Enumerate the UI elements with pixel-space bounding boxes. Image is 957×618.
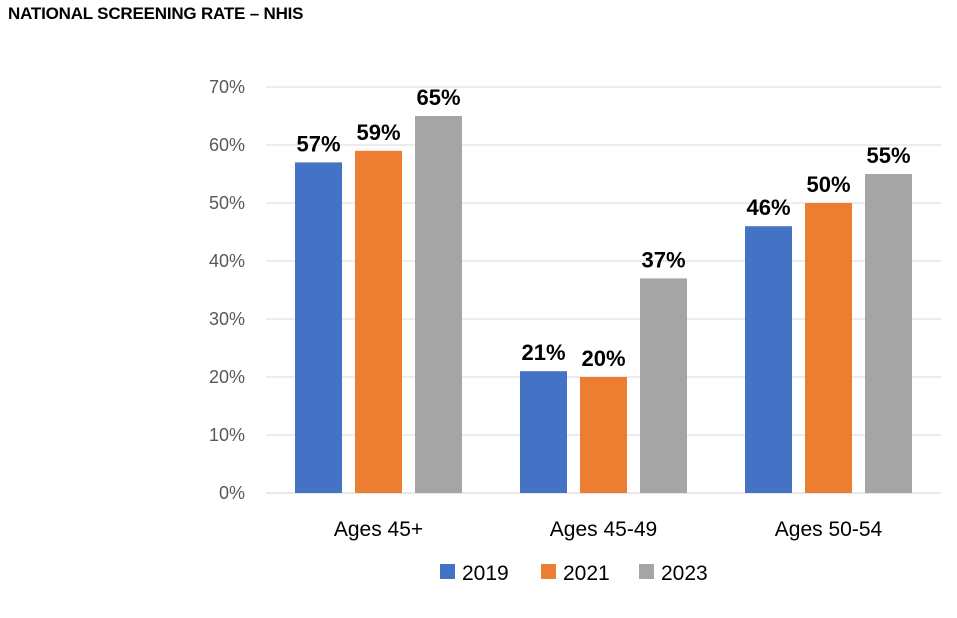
y-tick-label: 10% xyxy=(209,425,245,445)
data-label: 37% xyxy=(641,247,685,272)
legend-label: 2023 xyxy=(661,562,708,585)
bar-2019-2 xyxy=(745,226,792,493)
data-label: 55% xyxy=(866,143,910,168)
bar-2021-2 xyxy=(805,203,852,493)
bar-2023-2 xyxy=(865,174,912,493)
category-label: Ages 45-49 xyxy=(550,518,657,541)
bar-2023-0 xyxy=(415,116,462,493)
y-tick-label: 0% xyxy=(219,483,245,503)
data-label: 21% xyxy=(521,340,565,365)
data-label: 46% xyxy=(746,195,790,220)
category-labels: Ages 45+ Ages 45-49 Ages 50-54 xyxy=(334,518,883,541)
category-label: Ages 45+ xyxy=(334,518,423,541)
bar-2019-1 xyxy=(520,371,567,493)
legend-swatch xyxy=(541,564,556,579)
y-tick-label: 70% xyxy=(209,77,245,97)
bar-2023-1 xyxy=(640,278,687,493)
data-label: 65% xyxy=(416,85,460,110)
y-tick-label: 20% xyxy=(209,367,245,387)
bar-2019-0 xyxy=(295,162,342,493)
legend-swatch xyxy=(440,564,455,579)
legend-label: 2021 xyxy=(563,562,610,585)
category-label: Ages 50-54 xyxy=(775,518,883,541)
bar-2021-1 xyxy=(580,377,627,493)
data-label: 20% xyxy=(581,346,625,371)
data-labels: 57% 59% 65% 21% 20% 37% 46% 50% 55% xyxy=(296,85,910,371)
legend-swatch xyxy=(639,564,654,579)
y-axis-ticks: 0% 10% 20% 30% 40% 50% 60% 70% xyxy=(209,77,245,503)
data-label: 59% xyxy=(356,120,400,145)
y-tick-label: 40% xyxy=(209,251,245,271)
legend: 2019 2021 2023 xyxy=(440,562,708,585)
legend-label: 2019 xyxy=(462,562,509,585)
data-label: 57% xyxy=(296,131,340,156)
y-tick-label: 30% xyxy=(209,309,245,329)
y-tick-label: 60% xyxy=(209,135,245,155)
bar-2021-0 xyxy=(355,150,402,494)
y-tick-label: 50% xyxy=(209,193,245,213)
chart-title: NATIONAL SCREENING RATE – NHIS xyxy=(8,4,304,23)
data-label: 50% xyxy=(806,172,850,197)
bars xyxy=(295,116,912,494)
